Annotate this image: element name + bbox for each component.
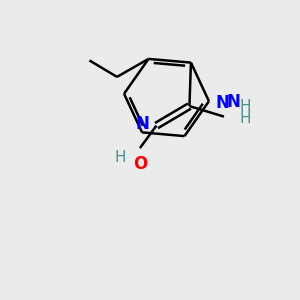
Text: H: H bbox=[239, 111, 251, 126]
Text: N: N bbox=[215, 94, 230, 112]
Text: N: N bbox=[136, 115, 150, 133]
Text: H: H bbox=[115, 150, 126, 165]
Text: H: H bbox=[239, 99, 251, 114]
Text: N: N bbox=[227, 93, 241, 111]
Text: O: O bbox=[134, 155, 148, 173]
